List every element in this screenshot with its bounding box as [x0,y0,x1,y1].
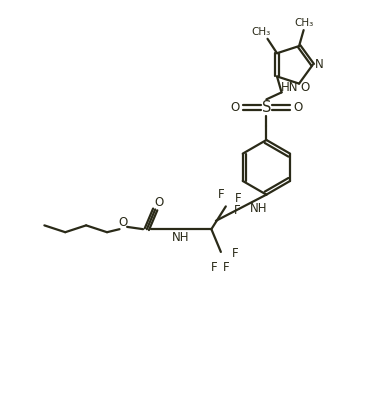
Text: NH: NH [250,202,267,216]
Text: NH: NH [172,231,190,244]
Text: F: F [218,188,224,201]
Text: F: F [232,247,239,261]
Text: N: N [315,58,324,71]
Text: F: F [223,261,230,274]
Text: F: F [235,191,241,204]
Text: O: O [154,196,163,209]
Text: CH₃: CH₃ [295,18,314,28]
Text: F: F [234,204,240,218]
Text: S: S [262,100,271,115]
Text: O: O [293,101,302,114]
Text: F: F [211,261,217,274]
Text: HN: HN [281,81,299,94]
Text: O: O [300,81,309,94]
Text: O: O [231,101,240,114]
Text: CH₃: CH₃ [251,27,270,37]
Text: O: O [119,216,128,229]
